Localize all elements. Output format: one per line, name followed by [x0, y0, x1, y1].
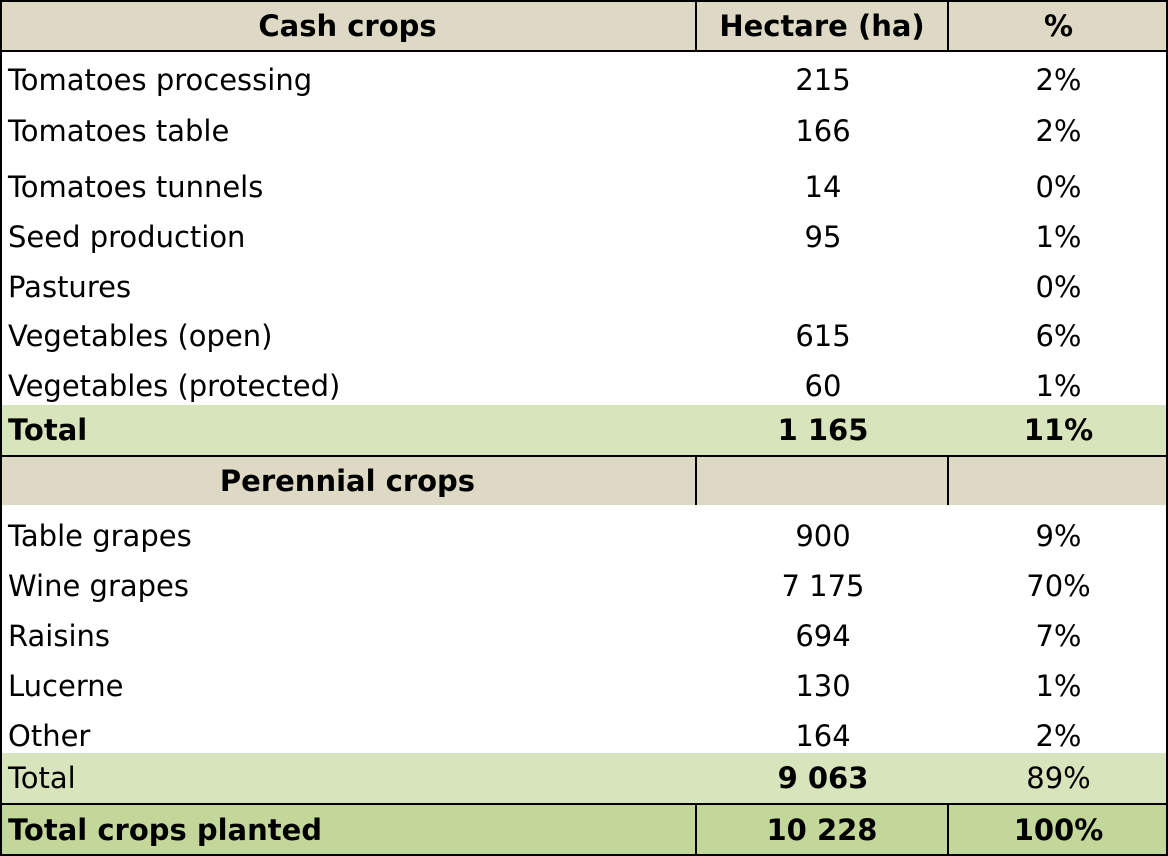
perennial-total-row: Total 9 063 89%	[0, 753, 1168, 803]
crop-percent: 2%	[1035, 63, 1082, 97]
crop-percent: 1%	[1035, 369, 1082, 403]
table-row: Tomatoes processing 215 2%	[0, 55, 1168, 105]
crop-name: Wine grapes	[8, 569, 189, 603]
grand-total-hectare: 10 228	[697, 805, 949, 854]
crop-hectare: 164	[795, 719, 851, 753]
cash-total-bottom-border	[0, 455, 1168, 457]
table-right-border	[1166, 0, 1168, 856]
crop-name: Tomatoes processing	[8, 63, 313, 97]
crop-name: Tomatoes tunnels	[8, 170, 264, 204]
table-row: Table grapes 900 9%	[0, 511, 1168, 561]
crop-percent: 0%	[1035, 270, 1082, 304]
table-row: Raisins 694 7%	[0, 611, 1168, 661]
crop-name: Vegetables (open)	[8, 319, 273, 353]
crop-hectare: 900	[795, 519, 851, 553]
grand-total-percent: 100%	[1013, 812, 1104, 847]
table-row: Tomatoes tunnels 14 0%	[0, 162, 1168, 212]
crop-percent: 7%	[1035, 619, 1082, 653]
cash-total-row: Total 1 165 11%	[0, 405, 1168, 455]
crop-percent: 0%	[1035, 170, 1082, 204]
cash-total-label: Total	[8, 413, 88, 447]
crop-hectare: 166	[795, 114, 851, 148]
crop-percent: 1%	[1035, 669, 1082, 703]
table-row: Vegetables (open) 615 6%	[0, 311, 1168, 361]
crop-name: Tomatoes table	[8, 114, 230, 148]
grand-total-label: Total crops planted	[0, 805, 697, 854]
cash-total-hectare: 1 165	[777, 413, 869, 447]
crop-hectare: 615	[795, 319, 851, 353]
crop-hectare	[697, 262, 949, 312]
crop-name: Lucerne	[8, 669, 124, 703]
table-row: Pastures 0%	[0, 262, 1168, 312]
table-row: Vegetables (protected) 60 1%	[0, 361, 1168, 411]
crop-hectare: 215	[795, 63, 851, 97]
table-row: Lucerne 130 1%	[0, 661, 1168, 711]
crop-hectare: 130	[795, 669, 851, 703]
crop-hectare: 60	[804, 369, 842, 403]
header-percent: %	[1043, 9, 1074, 43]
header-hectare: Hectare (ha)	[697, 2, 949, 50]
crop-hectare: 95	[804, 220, 842, 254]
crop-hectare: 694	[795, 619, 851, 653]
perennial-total-label: Total	[8, 761, 76, 795]
header-bottom-border	[0, 50, 1168, 52]
crop-percent: 6%	[1035, 319, 1082, 353]
table-row: Other 164 2%	[0, 711, 1168, 761]
perennial-total-hectare: 9 063	[777, 761, 869, 795]
crop-percent: 1%	[1035, 220, 1082, 254]
table-row: Seed production 95 1%	[0, 212, 1168, 262]
table-left-border	[0, 0, 2, 856]
crop-name: Seed production	[8, 220, 246, 254]
crop-hectare: 7 175	[781, 569, 865, 603]
table-row: Tomatoes table 166 2%	[0, 105, 1168, 157]
table-row: Wine grapes 7 175 70%	[0, 561, 1168, 611]
cash-total-percent: 11%	[1023, 413, 1094, 447]
table-top-border	[0, 0, 1168, 2]
crop-name: Table grapes	[8, 519, 192, 553]
table-header-row: Cash crops Hectare (ha) %	[0, 2, 1168, 50]
header-perennial-crops: Perennial crops	[219, 464, 476, 498]
crop-percent: 9%	[1035, 519, 1082, 553]
perennial-total-percent: 89%	[1026, 761, 1091, 795]
crop-name: Other	[8, 719, 91, 753]
table-bottom-border	[0, 854, 1168, 856]
grand-total-row: Total crops planted 10 228 100%	[0, 805, 1168, 854]
crop-name: Pastures	[8, 270, 132, 304]
perennial-total-bottom-border	[0, 803, 1168, 805]
crop-percent: 70%	[1026, 569, 1091, 603]
crop-percent: 2%	[1035, 719, 1082, 753]
crop-hectare: 14	[804, 170, 842, 204]
perennial-header-row: Perennial crops	[0, 457, 1168, 505]
crop-name: Vegetables (protected)	[8, 369, 341, 403]
crop-name: Raisins	[8, 619, 110, 653]
crop-percent: 2%	[1035, 114, 1082, 148]
header-cash-crops: Cash crops	[0, 2, 697, 50]
